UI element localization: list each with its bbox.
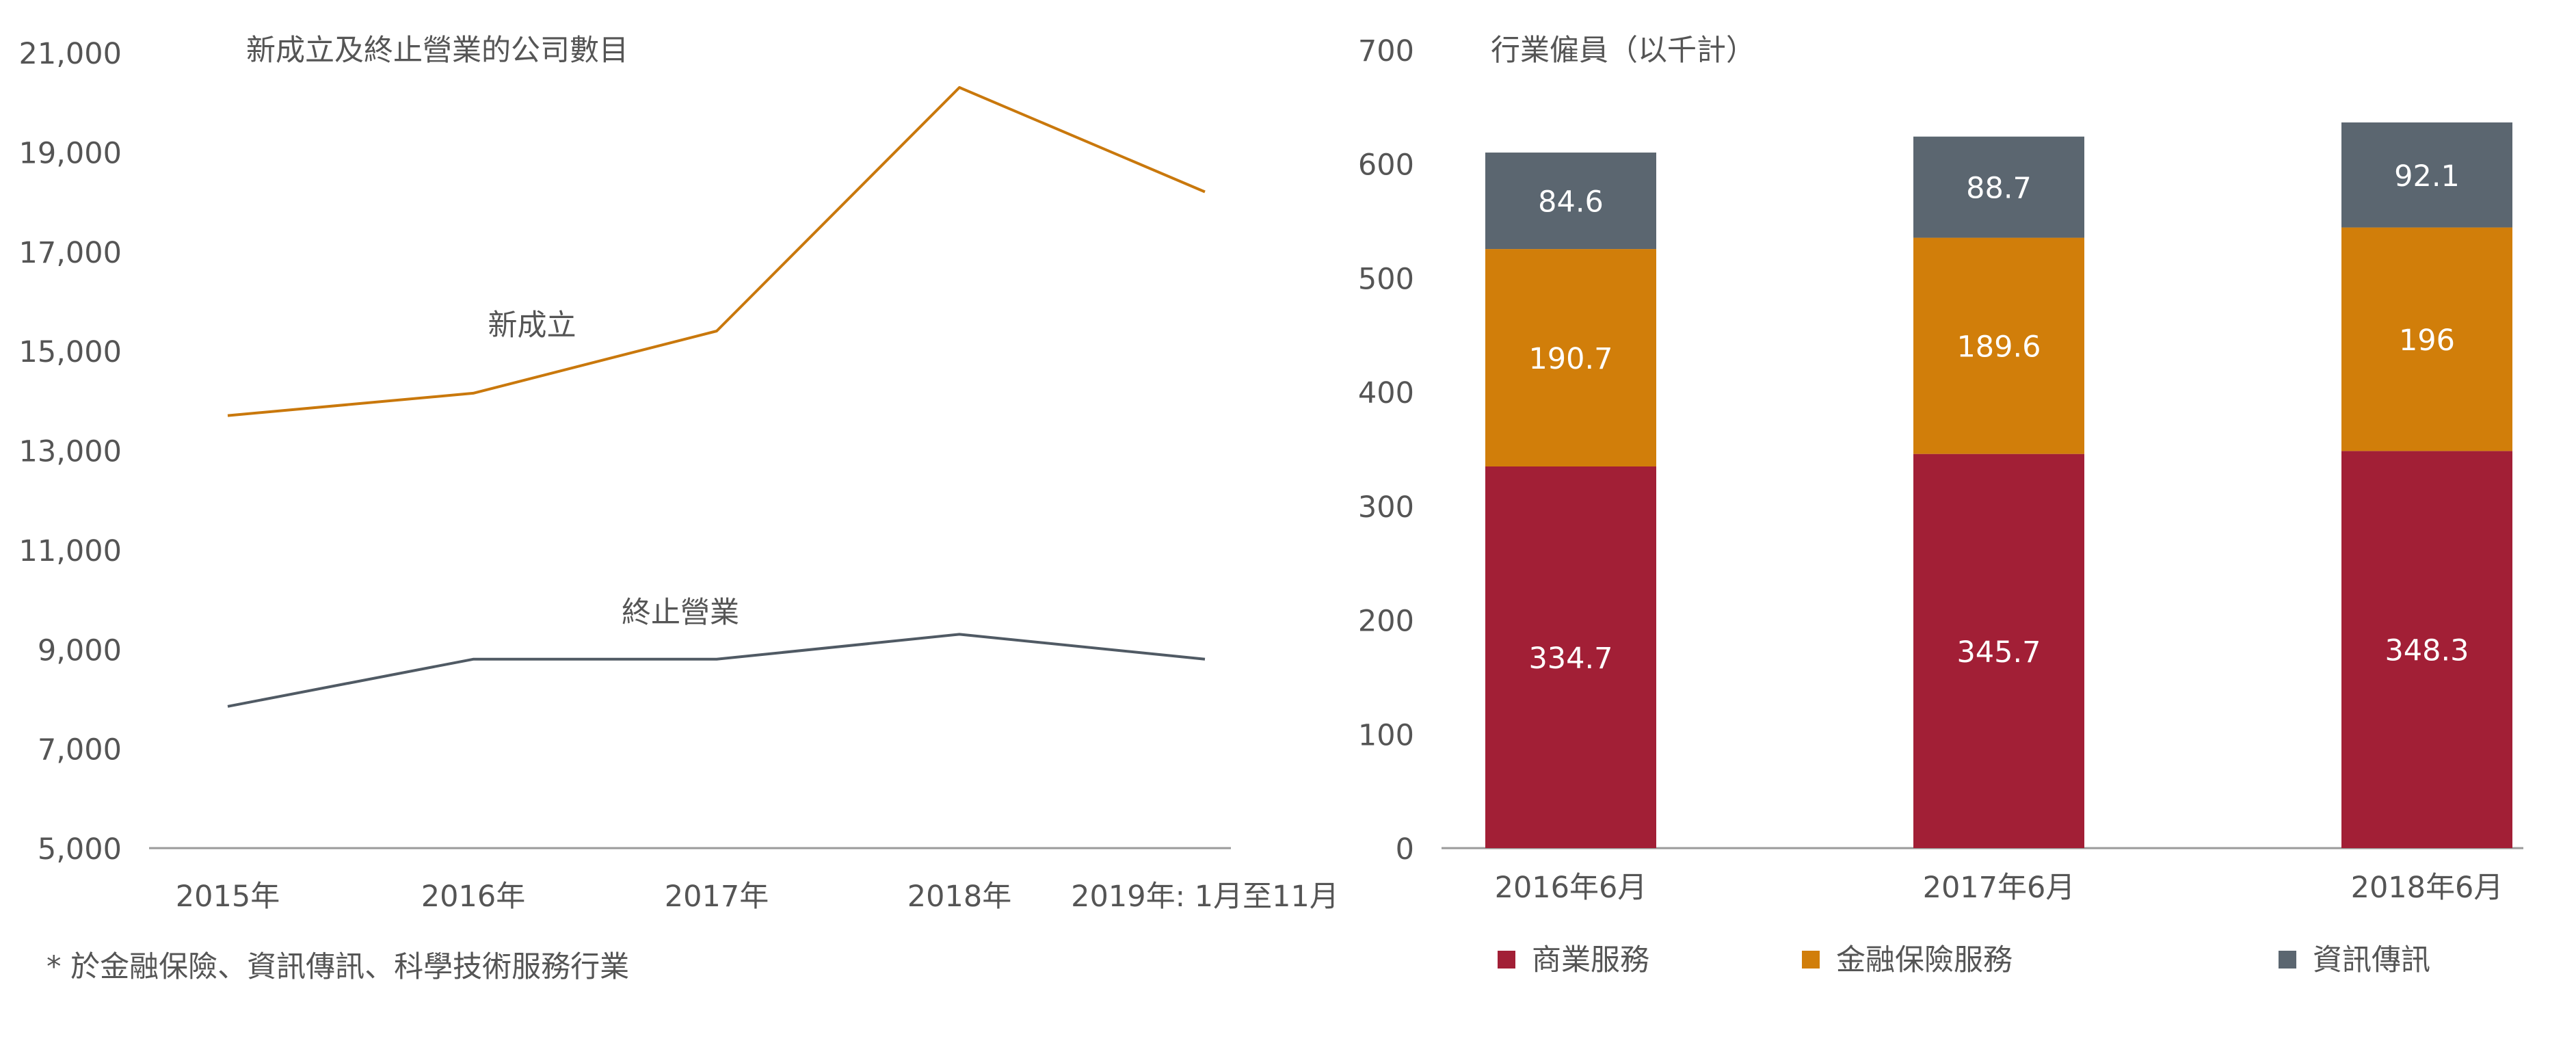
bar-chart-y-axis: 700 600 500 400 300 200 100 0: [1358, 34, 1414, 867]
bar-segment: [2341, 122, 2512, 228]
bar-value-label: 196: [2399, 324, 2455, 358]
bar-segment: [2341, 227, 2512, 451]
series-line-0: [227, 85, 1206, 417]
x-tick-label: 2017年: [665, 880, 769, 914]
y-tick-label: 19,000: [19, 136, 122, 170]
bar-chart: 行業僱員（以千計） 700 600 500 400 300 200 100 0 334.7 19…: [1358, 34, 2523, 977]
bar-segment: [1913, 453, 2084, 848]
bar-segment: [1485, 466, 1656, 848]
y-tick-label: 700: [1358, 34, 1414, 68]
bar-chart-bars: 334.7 190.7 84.6 345.7 189.6 88.7 348.3 196 92.1: [1485, 122, 2512, 848]
legend-label: 商業服務: [1532, 943, 1649, 977]
y-tick-label: 9,000: [38, 633, 122, 668]
x-tick-label: 2019年: 1月至11月: [1071, 880, 1339, 914]
line-chart: 新成立及終止營業的公司數目 21,000 19,000 17,000 15,000 13…: [19, 34, 1339, 984]
bar-segment: [1485, 249, 1656, 467]
y-tick-label: 300: [1358, 490, 1414, 525]
bar-value-label: 88.7: [1966, 172, 2032, 206]
x-tick-label: 2018年6月: [2351, 871, 2504, 905]
y-tick-label: 21,000: [19, 37, 122, 71]
line-chart-x-axis: 2015年 2016年 2017年 2018年 2019年: 1月至11月: [176, 880, 1339, 914]
bar-value-label: 190.7: [1528, 342, 1612, 376]
y-tick-label: 600: [1358, 148, 1414, 183]
series-line-1: [227, 633, 1206, 708]
y-tick-label: 7,000: [38, 733, 122, 767]
y-tick-label: 11,000: [19, 534, 122, 568]
y-tick-label: 500: [1358, 262, 1414, 296]
bar-value-label: 345.7: [1956, 635, 2041, 670]
x-tick-label: 2016年: [421, 880, 525, 914]
y-tick-label: 200: [1358, 605, 1414, 639]
y-tick-label: 13,000: [19, 435, 122, 469]
legend-swatch: [1802, 951, 1820, 969]
x-tick-label: 2017年6月: [1923, 871, 2075, 905]
bar-segment: [1913, 237, 2084, 454]
legend-label: 金融保險服務: [1836, 943, 2013, 977]
y-tick-label: 0: [1396, 832, 1414, 867]
legend-swatch: [2279, 951, 2296, 969]
line-chart-series: [227, 85, 1206, 708]
bar-segment: [2341, 451, 2512, 848]
bar-segment: [1485, 153, 1656, 250]
bar-value-label: 189.6: [1956, 330, 2041, 365]
bar-value-label: 84.6: [1538, 185, 1604, 220]
bar-segment: [1913, 136, 2084, 238]
series-label-new: 新成立: [488, 308, 576, 343]
bar-chart-title: 行業僱員（以千計）: [1491, 34, 1755, 68]
bar-chart-legend: 商業服務 金融保險服務 資訊傳訊: [1498, 943, 2430, 977]
y-tick-label: 400: [1358, 376, 1414, 410]
y-tick-label: 5,000: [38, 832, 122, 867]
x-tick-label: 2018年: [907, 880, 1011, 914]
line-chart-y-axis: 21,000 19,000 17,000 15,000 13,000 11,000 9,00…: [19, 37, 122, 867]
footnote: * 於金融保險、資訊傳訊、科學技術服務行業: [47, 950, 629, 984]
bar-value-label: 92.1: [2394, 159, 2460, 194]
legend-swatch: [1498, 951, 1515, 969]
x-tick-label: 2015年: [176, 880, 280, 914]
legend-label: 資訊傳訊: [2313, 943, 2430, 977]
y-tick-label: 15,000: [19, 335, 122, 369]
bar-value-label: 348.3: [2385, 634, 2469, 668]
bar-chart-x-axis: 2016年6月 2017年6月 2018年6月: [1495, 871, 2504, 905]
x-tick-label: 2016年6月: [1495, 871, 1647, 905]
y-tick-label: 17,000: [19, 236, 122, 270]
series-label-closed: 終止營業: [622, 596, 739, 630]
y-tick-label: 100: [1358, 718, 1414, 752]
line-chart-title: 新成立及終止營業的公司數目: [246, 34, 628, 68]
bar-value-label: 334.7: [1528, 642, 1612, 676]
